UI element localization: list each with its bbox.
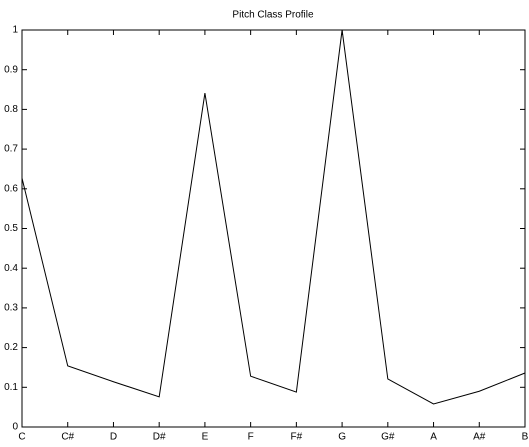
x-tick-label: F# bbox=[291, 432, 303, 442]
y-tick-label: 0.1 bbox=[4, 382, 18, 393]
y-tick-label: 0.9 bbox=[4, 64, 18, 75]
y-tick-label: 1 bbox=[12, 25, 18, 36]
chart-title: Pitch Class Profile bbox=[232, 10, 314, 21]
x-tick-label: B bbox=[522, 432, 529, 442]
x-tick-label: A bbox=[430, 432, 437, 442]
x-tick-label: C# bbox=[61, 432, 74, 442]
x-tick-label: E bbox=[202, 432, 209, 442]
y-tick-label: 0.6 bbox=[4, 183, 18, 194]
y-tick-label: 0.7 bbox=[4, 144, 18, 155]
y-tick-label: 0.3 bbox=[4, 303, 18, 314]
x-tick-label: D bbox=[110, 432, 117, 442]
x-tick-label: C bbox=[18, 432, 25, 442]
x-tick-label: G# bbox=[381, 432, 395, 442]
y-tick-label: 0.5 bbox=[4, 223, 18, 234]
x-tick-label: G bbox=[338, 432, 346, 442]
x-tick-label: A# bbox=[473, 432, 486, 442]
x-tick-label: F bbox=[248, 432, 254, 442]
y-tick-label: 0 bbox=[12, 422, 18, 433]
line bbox=[21, 29, 526, 405]
y-tick-label: 0.8 bbox=[4, 104, 18, 115]
y-tick-label: 0.4 bbox=[4, 263, 18, 274]
x-tick-label: D# bbox=[153, 432, 166, 442]
y-tick-label: 0.2 bbox=[4, 342, 18, 353]
